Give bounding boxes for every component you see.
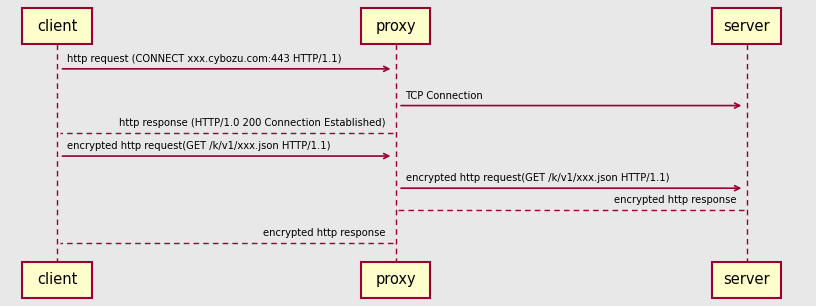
Text: http response (HTTP/1.0 200 Connection Established): http response (HTTP/1.0 200 Connection E… xyxy=(119,118,386,128)
Text: server: server xyxy=(723,272,770,288)
Text: http request (CONNECT xxx.cybozu.com:443 HTTP/1.1): http request (CONNECT xxx.cybozu.com:443… xyxy=(67,54,341,64)
FancyBboxPatch shape xyxy=(361,262,431,297)
Text: encrypted http request(GET /k/v1/xxx.json HTTP/1.1): encrypted http request(GET /k/v1/xxx.jso… xyxy=(406,173,669,183)
Text: client: client xyxy=(37,272,78,288)
Text: proxy: proxy xyxy=(375,272,416,288)
FancyBboxPatch shape xyxy=(712,262,782,297)
Text: encrypted http response: encrypted http response xyxy=(264,228,386,238)
Text: TCP Connection: TCP Connection xyxy=(406,91,483,101)
Text: server: server xyxy=(723,18,770,34)
Text: proxy: proxy xyxy=(375,18,416,34)
Text: encrypted http response: encrypted http response xyxy=(614,195,737,205)
FancyBboxPatch shape xyxy=(712,8,782,43)
FancyBboxPatch shape xyxy=(361,8,431,43)
FancyBboxPatch shape xyxy=(23,262,92,297)
FancyBboxPatch shape xyxy=(23,8,92,43)
Text: client: client xyxy=(37,18,78,34)
Text: encrypted http request(GET /k/v1/xxx.json HTTP/1.1): encrypted http request(GET /k/v1/xxx.jso… xyxy=(67,141,330,151)
